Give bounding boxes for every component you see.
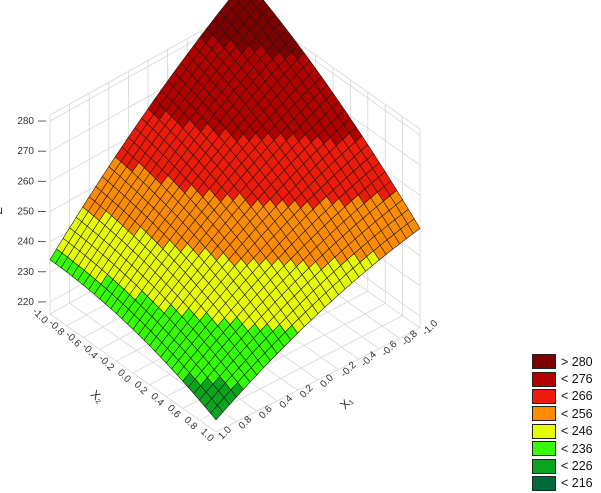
z-tick-label: 220 xyxy=(17,297,34,308)
legend-label: < 266 xyxy=(561,389,593,404)
z-tick-label: 260 xyxy=(17,176,34,187)
z-tick-label: 230 xyxy=(17,267,34,278)
x1-tick-label: -0.4 xyxy=(359,349,379,369)
legend: > 280 < 276 < 266 < 256 < 246 < 236 < 226 < 216 xyxy=(532,353,593,492)
legend-label: < 246 xyxy=(561,424,593,439)
x2-axis-label: X₂ xyxy=(88,387,107,406)
legend-swatch xyxy=(532,458,556,474)
surface xyxy=(49,0,421,421)
legend-swatch xyxy=(532,406,556,422)
legend-label: < 226 xyxy=(561,459,593,474)
grid-line xyxy=(215,327,421,433)
x2-tick-label: -0.6 xyxy=(63,330,83,350)
legend-item: < 246 xyxy=(532,423,593,440)
x2-tick-label: -0.8 xyxy=(46,318,66,338)
legend-item: < 266 xyxy=(532,388,593,405)
x2-tick-label: 0.8 xyxy=(181,415,199,433)
x2-tick-label: 0.0 xyxy=(115,368,133,386)
x2-tick-label: 0.6 xyxy=(165,403,183,421)
legend-swatch xyxy=(532,441,556,457)
x2-tick-label: 0.2 xyxy=(132,379,150,397)
x1-axis-label: X₁ xyxy=(337,394,355,412)
axis-labels: 220230240250260270280Z-1.0-0.8-0.6-0.4-0… xyxy=(0,116,441,444)
x1-tick-label: 1.0 xyxy=(216,424,234,442)
x1-tick-label: 0.2 xyxy=(298,383,316,401)
z-axis-label: Z xyxy=(0,207,5,214)
x2-tick-label: 0.4 xyxy=(148,391,166,409)
legend-label: < 236 xyxy=(561,441,593,456)
legend-label: < 216 xyxy=(561,476,593,491)
x1-tick-label: 0.0 xyxy=(318,372,336,390)
grid-line xyxy=(49,313,217,433)
x2-tick-label: -0.4 xyxy=(79,342,99,362)
x2-tick-label: -1.0 xyxy=(30,306,50,326)
z-tick-label: 280 xyxy=(17,116,34,127)
x1-tick-label: 0.4 xyxy=(278,393,296,411)
legend-swatch xyxy=(532,371,556,387)
legend-item: < 216 xyxy=(532,475,593,492)
x1-tick-label: 0.8 xyxy=(237,414,255,432)
x1-tick-label: -0.6 xyxy=(380,339,400,359)
grid-line xyxy=(199,315,403,421)
legend-item: < 276 xyxy=(532,370,593,387)
legend-label: < 256 xyxy=(561,406,593,421)
x2-tick-label: -0.2 xyxy=(96,353,116,373)
x1-tick-label: -0.2 xyxy=(339,359,359,379)
x1-tick-label: 0.6 xyxy=(257,403,275,421)
legend-item: < 256 xyxy=(532,405,593,422)
legend-label: > 280 xyxy=(561,354,593,369)
z-tick-label: 270 xyxy=(17,146,34,157)
legend-swatch xyxy=(532,475,556,491)
legend-swatch xyxy=(532,354,556,370)
x1-tick-label: -1.0 xyxy=(420,318,440,338)
legend-label: < 276 xyxy=(561,372,593,387)
x1-tick-label: -0.8 xyxy=(400,328,420,348)
legend-swatch xyxy=(532,423,556,439)
legend-item: > 280 xyxy=(532,353,593,370)
legend-item: < 236 xyxy=(532,440,593,457)
z-tick-label: 240 xyxy=(17,237,34,248)
legend-item: < 226 xyxy=(532,457,593,474)
surface-patch xyxy=(210,405,224,421)
x2-tick-label: 1.0 xyxy=(198,427,216,445)
legend-swatch xyxy=(532,388,556,404)
z-tick-label: 250 xyxy=(17,206,34,217)
